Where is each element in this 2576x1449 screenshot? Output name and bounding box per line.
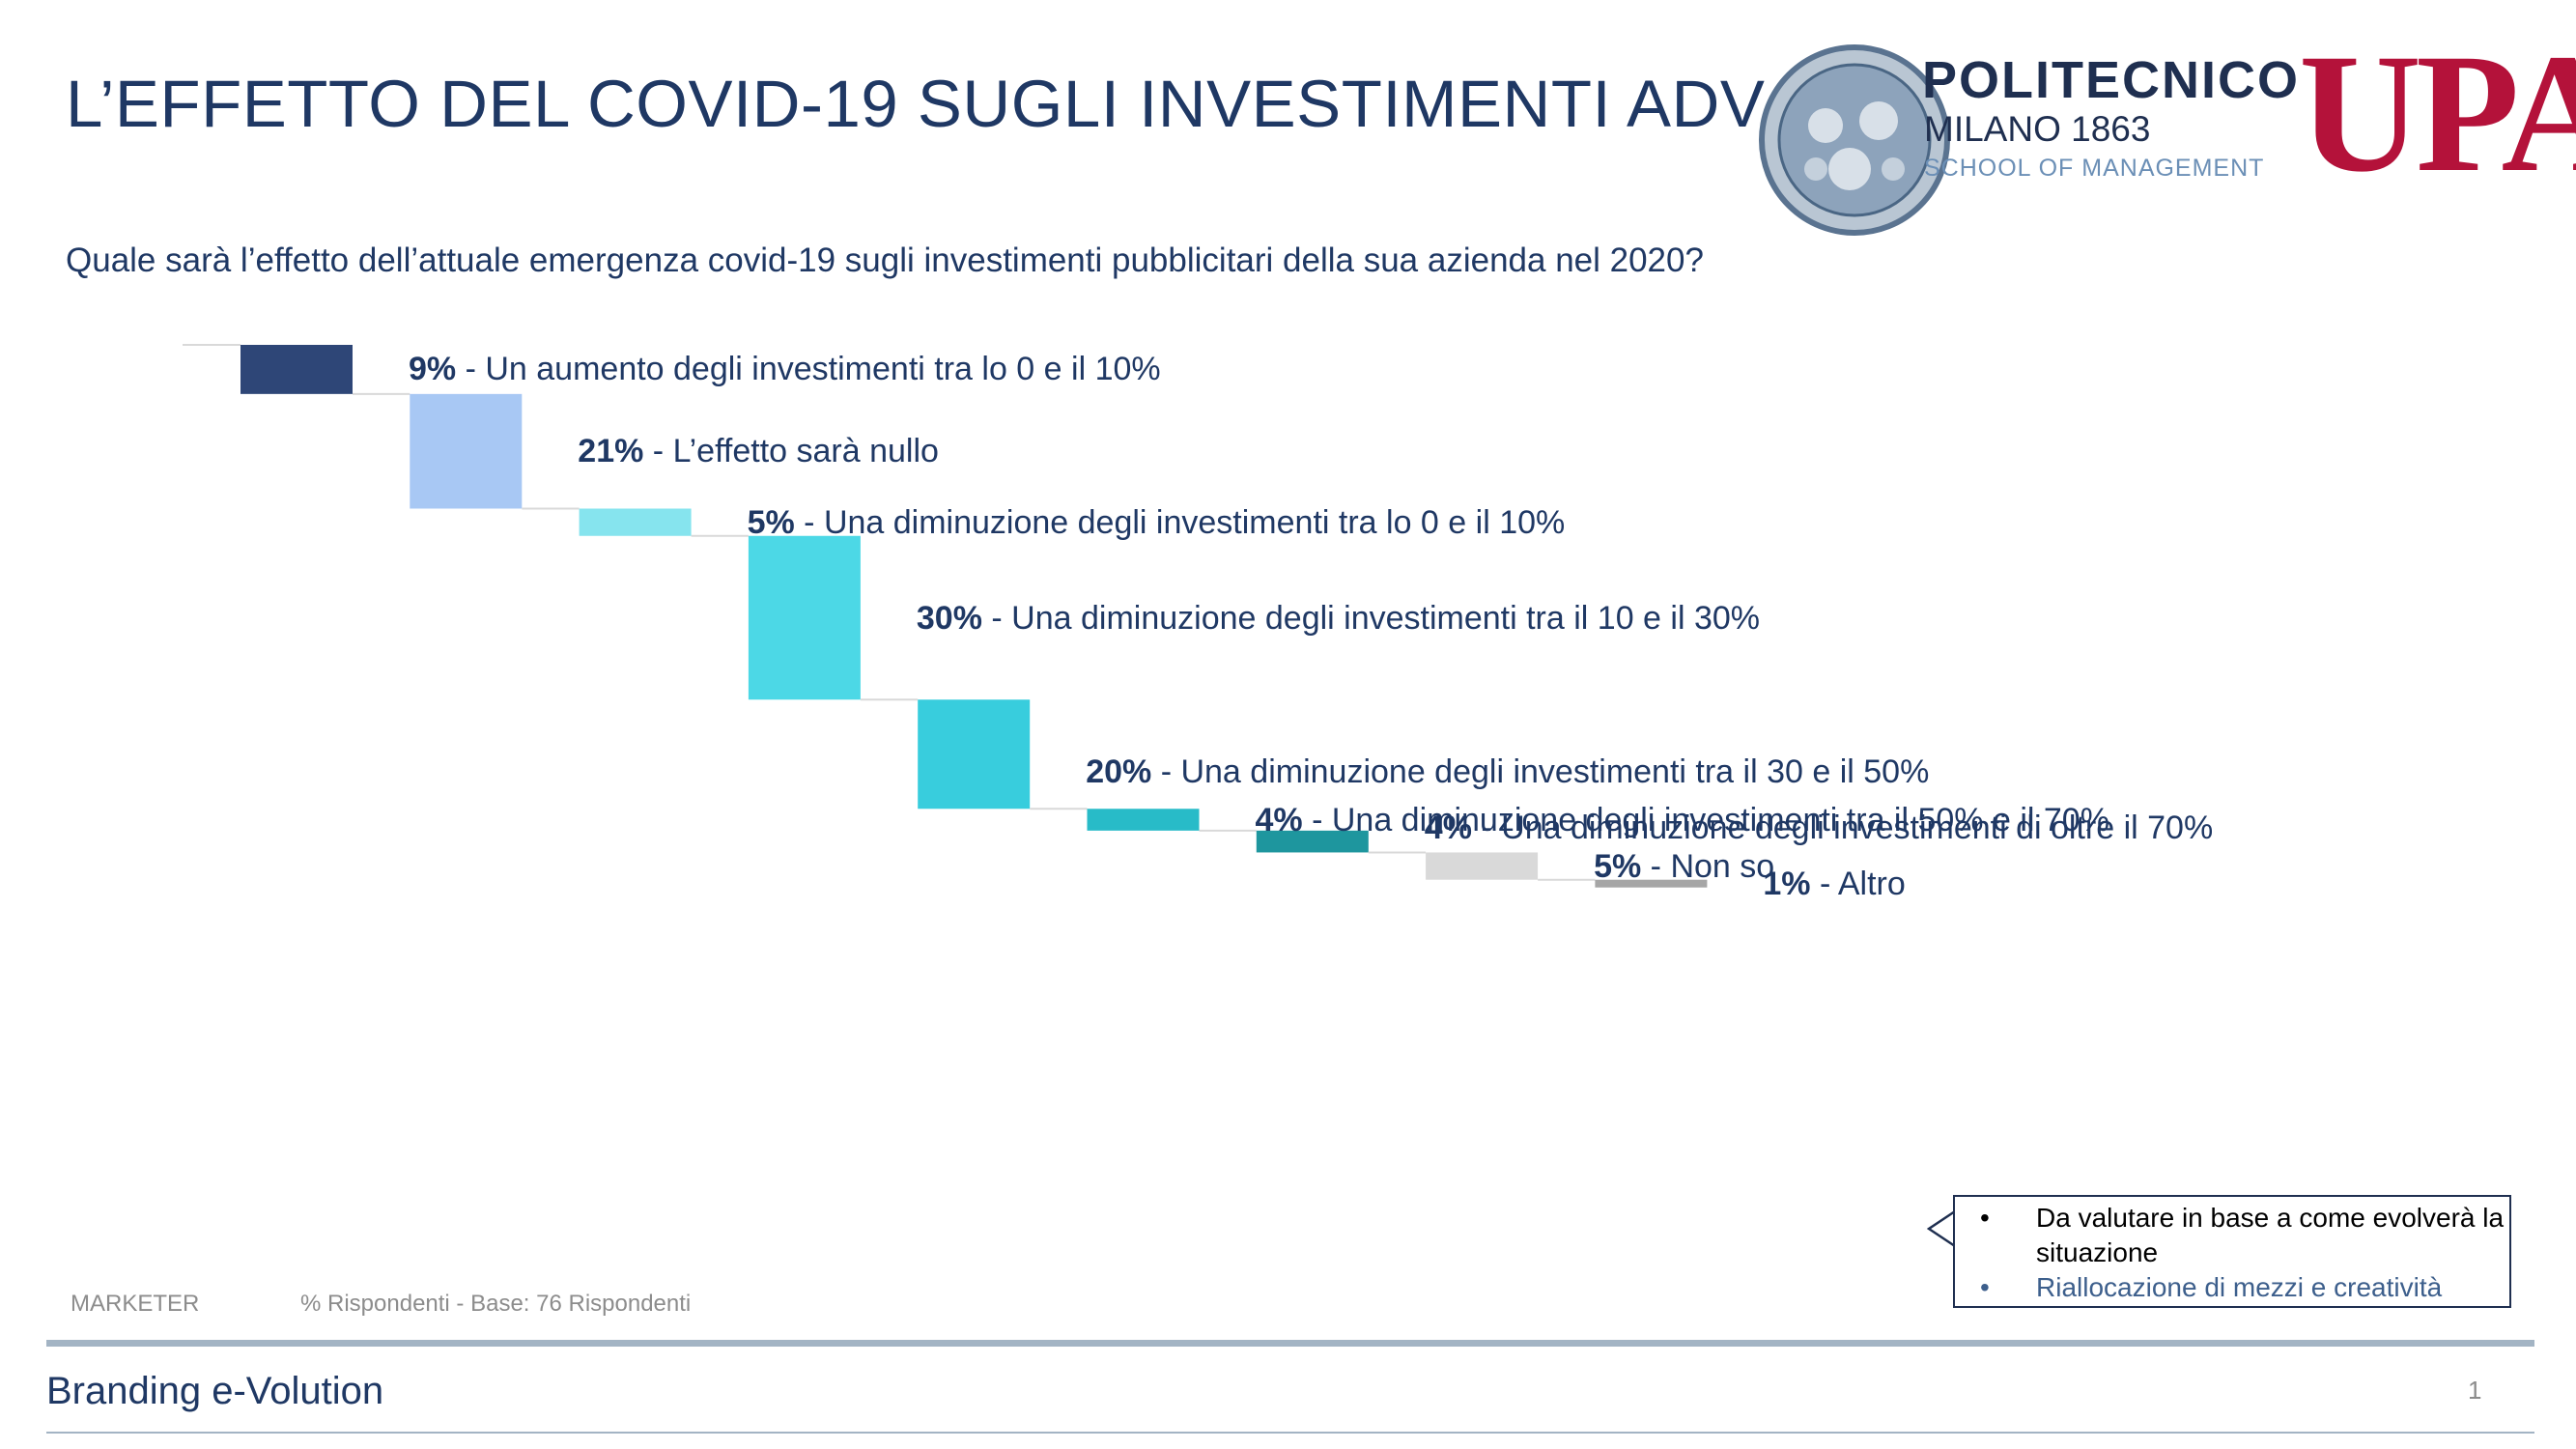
callout-item: • Riallocazione di mezzi e creatività: [1955, 1270, 2509, 1305]
waterfall-chart: [183, 344, 1708, 888]
footer-divider: [46, 1340, 2534, 1347]
bar: [1426, 852, 1539, 880]
bar: [918, 699, 1031, 810]
bar: [1256, 830, 1369, 853]
footnote-segment: MARKETER: [71, 1291, 200, 1317]
slide-title: L’EFFETTO DEL COVID-19 SUGLI INVESTIMENT…: [66, 67, 1766, 141]
footer-bottom-line: [46, 1432, 2534, 1434]
data-label: 21% - L’effetto sarà nullo: [578, 433, 939, 470]
politecnico-seal-logo: [1759, 44, 1950, 236]
data-label: 20% - Una diminuzione degli investimenti…: [1086, 753, 1930, 790]
bullet-icon: •: [1980, 1272, 1990, 1302]
politecnico-logo-city: MILANO 1863: [1924, 109, 2151, 149]
survey-question: Quale sarà l’effetto dell’attuale emerge…: [66, 242, 1704, 279]
data-label: 9% - Un aumento degli investimenti tra l…: [409, 351, 1161, 388]
callout-pointer: [1927, 1209, 1956, 1248]
data-label: 5% - Non so: [1594, 847, 1775, 885]
politecnico-logo-school: SCHOOL OF MANAGEMENT: [1924, 155, 2265, 182]
footer-brand: Branding e-Volution: [46, 1370, 384, 1412]
upa-logo: UPA: [2299, 19, 2576, 208]
bar: [748, 535, 861, 700]
bar: [1595, 879, 1708, 888]
bullet-icon: •: [1980, 1203, 1990, 1233]
bar: [241, 345, 353, 394]
bar: [579, 508, 692, 536]
bar: [1087, 809, 1200, 831]
data-label: 4% - Una diminuzione degli investimenti …: [1424, 810, 2214, 847]
politecnico-logo-name: POLITECNICO: [1922, 51, 2301, 109]
other-answers-callout: • Da valutare in base a come evolverà la …: [1953, 1195, 2511, 1308]
data-label: 5% - Una diminuzione degli investimenti …: [747, 503, 1566, 541]
data-label: 1% - Altro: [1763, 865, 1906, 902]
data-label: 4% - Una diminuzione degli investimenti …: [1255, 801, 2109, 838]
footnote-base: % Rispondenti - Base: 76 Rispondenti: [300, 1291, 692, 1317]
callout-item: • Da valutare in base a come evolverà la …: [1980, 1203, 2505, 1267]
page-number: 1: [2468, 1376, 2482, 1405]
bar: [410, 393, 523, 509]
data-label: 30% - Una diminuzione degli investimenti…: [916, 599, 1761, 637]
